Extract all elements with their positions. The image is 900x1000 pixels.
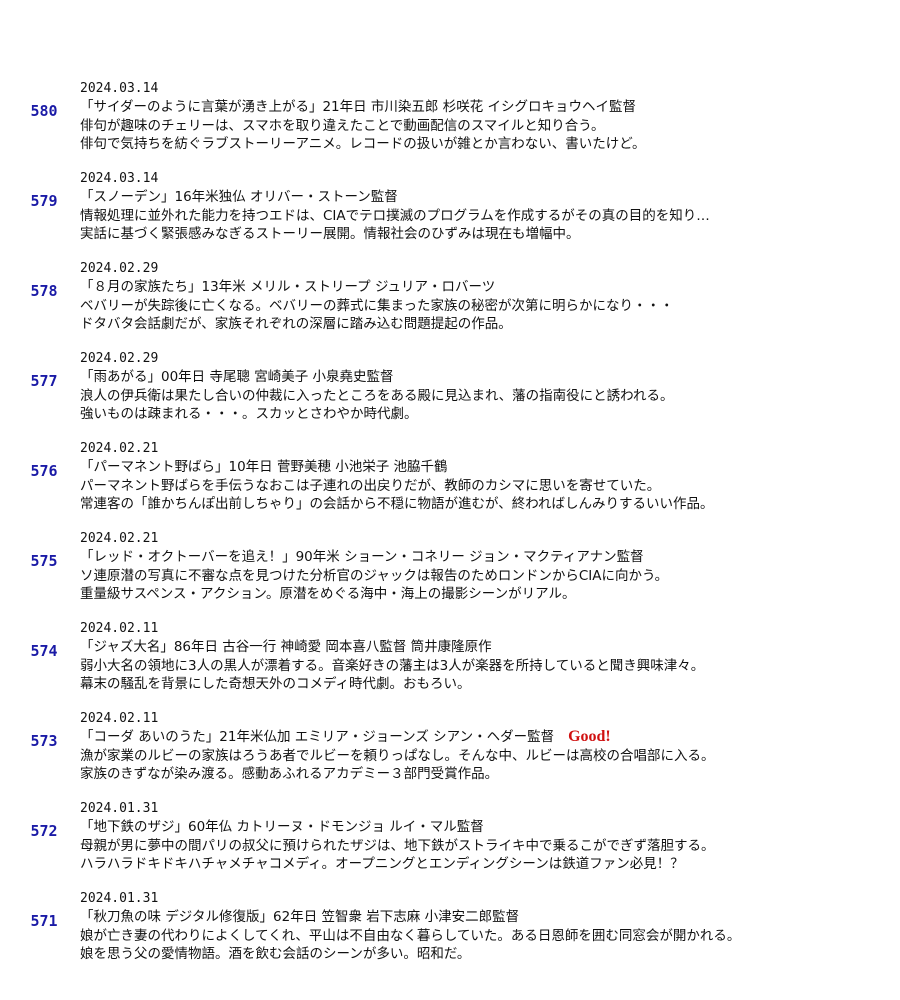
entry-title-line: 「レッド・オクトーバーを追え！」90年米 ショーン・コネリー ジョン・マクティア…: [80, 548, 644, 566]
entry: 580 2024.03.14 「サイダーのように言葉が湧き上がる」21年日 市川染五…: [0, 80, 900, 170]
entry-title: 「ジャズ大名」86年日 古谷一行 神崎愛 岡本喜八監督 筒井康隆原作: [80, 639, 492, 655]
entry-title-line: 「スノーデン」16年米独仏 オリバー・ストーン監督: [80, 188, 398, 206]
entry-number: 576: [30, 462, 58, 480]
entry-description: 漁が家業のルビーの家族はろうあ者でルビーを頼りっぱなし。そんな中、ルビーは高校の…: [80, 748, 715, 764]
entry-description: 娘を思う父の愛情物語。酒を飲む会話のシーンが多い。昭和だ。: [80, 946, 471, 962]
entry-title: 「パーマネント野ばら」10年日 菅野美穂 小池栄子 池脇千鶴: [80, 459, 448, 475]
entry-number: 571: [30, 912, 58, 930]
entry-description: 母親が男に夢中の間パリの叔父に預けられたザジは、地下鉄がストライキ中で乗るこがで…: [80, 838, 715, 854]
entry-date: 2024.02.11: [80, 621, 159, 636]
entry-description: 弱小大名の領地に3人の黒人が漂着する。音楽好きの藩主は3人が楽器を所持していると…: [80, 658, 705, 674]
entry: 576 2024.02.21 「パーマネント野ばら」10年日 菅野美穂 小池栄子 池…: [0, 440, 900, 530]
entry-date: 2024.03.14: [80, 171, 159, 186]
entry-title-line: 「コーダ あいのうた」21年米仏加 エミリア・ジョーンズ シアン・ヘダー監督 Go…: [80, 728, 611, 746]
entry-description: 情報処理に並外れた能力を持つエドは、CIAでテロ撲滅のプログラムを作成するがその…: [80, 208, 710, 224]
entry: 575 2024.02.21 「レッド・オクトーバーを追え！」90年米 ショーン・コ…: [0, 530, 900, 620]
entry-title: 「秋刀魚の味 デジタル修復版」62年日 笠智衆 岩下志麻 小津安二郎監督: [80, 909, 520, 925]
entry-description: 重量級サスペンス・アクション。原潜をめぐる海中・海上の撮影シーンがリアル。: [80, 586, 576, 602]
entry-title: 「８月の家族たち」13年米 メリル・ストリープ ジュリア・ロバーツ: [80, 279, 496, 295]
entry-title: 「サイダーのように言葉が湧き上がる」21年日 市川染五郎 杉咲花 イシグロキョウ…: [80, 99, 637, 115]
entry-date: 2024.02.29: [80, 261, 159, 276]
entry: 578 2024.02.29 「８月の家族たち」13年米 メリル・ストリープ ジュリ…: [0, 260, 900, 350]
entry-description: 実話に基づく緊張感みなぎるストーリー展開。情報社会のひずみは現在も増幅中。: [80, 226, 580, 242]
entry-description: ソ連原潜の写真に不審な点を見つけた分析官のジャックは報告のためロンドンからCIA…: [80, 568, 669, 584]
entry: 573 2024.02.11 「コーダ あいのうた」21年米仏加 エミリア・ジョーン…: [0, 710, 900, 800]
entry-description: パーマネント野ばらを手伝うなおこは子連れの出戻りだが、教師のカシマに思いを寄せて…: [80, 478, 661, 494]
entry-title-line: 「サイダーのように言葉が湧き上がる」21年日 市川染五郎 杉咲花 イシグロキョウ…: [80, 98, 636, 116]
entry-description: 幕末の騒乱を背景にした奇想天外のコメディ時代劇。おもろい。: [80, 676, 471, 692]
entry-number: 573: [30, 732, 58, 750]
entry-date: 2024.02.11: [80, 711, 159, 726]
entry-description: 浪人の伊兵衛は果たし合いの仲裁に入ったところをある殿に見込まれ、藩の指南役にと誘…: [80, 388, 674, 404]
entry-description: 俳句で気持ちを紡ぐラブストーリーアニメ。レコードの扱いが雑とか言わない、書いたけ…: [80, 136, 646, 152]
entry-number: 579: [30, 192, 58, 210]
entry-description: ドタバタ会話劇だが、家族それぞれの深層に踏み込む問題提起の作品。: [80, 316, 512, 332]
entry-date: 2024.02.29: [80, 351, 159, 366]
good-badge: Good!: [568, 728, 611, 745]
entry-number: 574: [30, 642, 58, 660]
entry-title-line: 「８月の家族たち」13年米 メリル・ストリープ ジュリア・ロバーツ: [80, 278, 495, 296]
entry-number: 577: [30, 372, 58, 390]
entry-date: 2024.03.14: [80, 81, 159, 96]
entry-title-line: 「雨あがる」00年日 寺尾聰 宮崎美子 小泉堯史監督: [80, 368, 394, 386]
entry-description: 強いものは疎まれる・・・。スカッとさわやか時代劇。: [80, 406, 418, 422]
entry-description: 家族のきずなが染み渡る。感動あふれるアカデミー３部門受賞作品。: [80, 766, 499, 782]
entry: 579 2024.03.14 「スノーデン」16年米独仏 オリバー・ストーン監督情報…: [0, 170, 900, 260]
entry: 574 2024.02.11 「ジャズ大名」86年日 古谷一行 神崎愛 岡本喜八監督…: [0, 620, 900, 710]
entry-date: 2024.02.21: [80, 441, 159, 456]
entry-description: 俳句が趣味のチェリーは、スマホを取り違えたことで動画配信のスマイルと知り合う。: [80, 118, 605, 134]
entry: 572 2024.01.31 「地下鉄のザジ」60年仏 カトリーヌ・ドモンジョ ルイ…: [0, 800, 900, 890]
entry-number: 572: [30, 822, 58, 840]
entry: 577 2024.02.29 「雨あがる」00年日 寺尾聰 宮崎美子 小泉堯史監督浪…: [0, 350, 900, 440]
entry: 571 2024.01.31 「秋刀魚の味 デジタル修復版」62年日 笠智衆 岩下志…: [0, 890, 900, 980]
entry-description: 常連客の「誰かちんぽ出前しちゃり」の会話から不穏に物語が進むが、終わればしんみり…: [80, 496, 714, 512]
entry-description: ベバリーが失踪後に亡くなる。ベバリーの葬式に集まった家族の秘密が次第に明らかにな…: [80, 298, 674, 314]
entry-date: 2024.01.31: [80, 801, 159, 816]
entry-title-line: 「秋刀魚の味 デジタル修復版」62年日 笠智衆 岩下志麻 小津安二郎監督: [80, 908, 519, 926]
entry-number: 580: [30, 102, 58, 120]
entry-number: 578: [30, 282, 58, 300]
entry-title-line: 「地下鉄のザジ」60年仏 カトリーヌ・ドモンジョ ルイ・マル監督: [80, 818, 484, 836]
entry-title: 「地下鉄のザジ」60年仏 カトリーヌ・ドモンジョ ルイ・マル監督: [80, 819, 484, 835]
entry-title: 「レッド・オクトーバーを追え！」90年米 ショーン・コネリー ジョン・マクティア…: [80, 549, 644, 565]
entry-number: 575: [30, 552, 58, 570]
entry-description: ハラハラドキドキハチャメチャコメディ。オープニングとエンディングシーンは鉄道ファ…: [80, 856, 684, 872]
entry-title-line: 「ジャズ大名」86年日 古谷一行 神崎愛 岡本喜八監督 筒井康隆原作: [80, 638, 492, 656]
entry-title-line: 「パーマネント野ばら」10年日 菅野美穂 小池栄子 池脇千鶴: [80, 458, 448, 476]
entry-description: 娘が亡き妻の代わりによくしてくれ、平山は不自由なく暮らしていた。ある日恩師を囲む…: [80, 928, 741, 944]
entry-title: 「スノーデン」16年米独仏 オリバー・ストーン監督: [80, 189, 398, 205]
entry-title: 「コーダ あいのうた」21年米仏加 エミリア・ジョーンズ シアン・ヘダー監督: [80, 729, 555, 745]
entry-date: 2024.02.21: [80, 531, 159, 546]
entry-title: 「雨あがる」00年日 寺尾聰 宮崎美子 小泉堯史監督: [80, 369, 394, 385]
entry-date: 2024.01.31: [80, 891, 159, 906]
